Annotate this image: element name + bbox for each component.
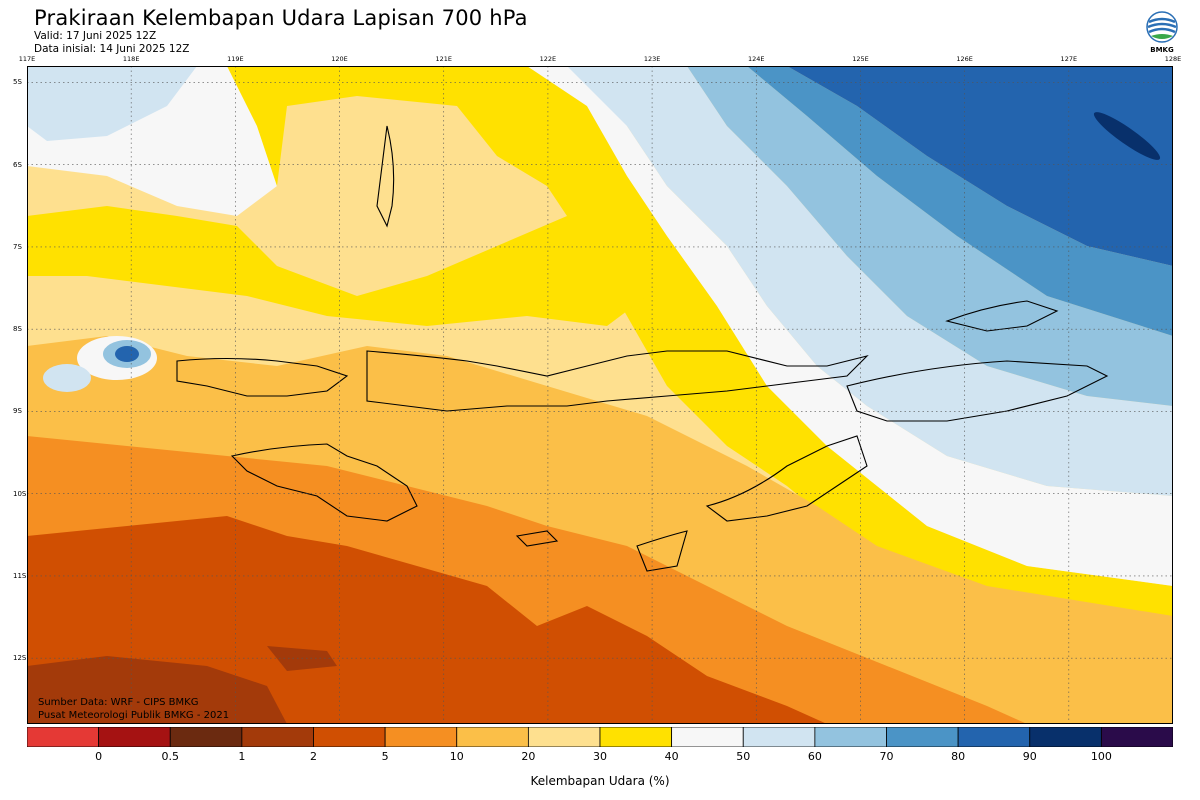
lat-label: 10S [13,489,27,498]
lon-label: 121E [435,55,452,63]
colorbar-tick-label: 0.5 [161,750,180,763]
bmkg-logo: BMKG [1144,10,1180,58]
colorbar-tick-label: 100 [1090,750,1112,763]
lat-label: 7S [13,242,22,251]
center-credit: Pusat Meteorologi Publik BMKG - 2021 [38,710,230,721]
colorbar [27,727,1173,747]
colorbar-tick-label: 0 [95,750,103,763]
field-70-blue [587,66,1173,406]
lon-label: 124E [748,55,765,63]
lon-label: 122E [539,55,557,63]
data-source: Sumber Data: WRF - CIPS BMKG [38,697,199,708]
lat-label: 12S [13,654,27,663]
lat-label: 6S [13,160,22,169]
colorbar-title: Kelembapan Udara (%) [530,774,670,788]
colorbar-tick-label: 60 [807,750,822,763]
colorbar-segment [886,727,959,747]
colorbar-segment [313,727,386,747]
field-2-5 [27,656,287,724]
coastlines [176,125,1109,572]
lat-label: 5S [13,78,22,87]
lon-label: 127E [1060,55,1078,63]
colorbar-tick-label: 50 [736,750,751,763]
colorbar-tick-label: 30 [593,750,607,763]
lat-label: 11S [13,571,27,580]
colorbar-tick-label: 70 [879,750,894,763]
lon-label: 128E [1164,55,1182,63]
colorbar-segment [98,727,171,747]
field-50-60-west [27,66,197,141]
lon-label: 123E [643,55,661,63]
field-90-darkblue [667,66,1173,266]
colorbar-segment [169,727,243,747]
field-50-white [527,66,1173,586]
field-40-yellow-west [27,206,647,326]
humidity-map [27,66,1173,724]
field-80-blue [627,66,1173,336]
field-100-core [1093,112,1161,160]
lat-lon-grid [27,66,1173,724]
colorbar-tick-label: 5 [381,750,389,763]
field-60-lightblue [567,66,1173,496]
lon-label: 120E [331,55,348,63]
colorbar-tick-label: 2 [310,750,317,763]
colorbar-segment [599,727,673,747]
colorbar-segment [527,727,601,747]
field-5-10 [27,516,827,724]
valid-time: Valid: 17 Juni 2025 12Z [34,30,157,42]
colorbar-segment [1100,727,1173,747]
map-title: Prakiraan Kelembapan Udara Lapisan 700 h… [34,6,528,30]
colorbar-tick-label: 80 [951,750,966,763]
field-40-yellow-east [227,66,1173,626]
colorbar-segment [456,727,529,747]
colorbar-segment [957,727,1031,747]
colorbar-segment [742,727,816,747]
init-time: Data inisial: 14 Juni 2025 12Z [34,43,190,55]
colorbar-segment [27,727,100,747]
colorbar-tick-label: 20 [521,750,536,763]
lon-label: 117E [18,55,36,63]
lon-label: 118E [122,55,140,63]
colorbar-segment [814,727,887,747]
colorbar-segment [384,727,458,747]
lon-label: 119E [227,55,244,63]
spot-core [115,346,139,362]
spot-lightblue [43,364,91,392]
colorbar-segment [241,727,314,747]
colorbar-tick-label: 40 [664,750,679,763]
colorbar-segment [671,727,744,747]
lat-label: 8S [13,325,22,334]
colorbar-segment [1029,727,1102,747]
lat-label: 9S [13,407,22,416]
colorbar-tick-label: 1 [238,750,246,763]
colorbar-tick-label: 10 [449,750,464,763]
lon-label: 126E [956,55,973,63]
colorbar-tick-label: 90 [1022,750,1037,763]
lon-label: 125E [852,55,869,63]
logo-text: BMKG [1150,46,1174,54]
